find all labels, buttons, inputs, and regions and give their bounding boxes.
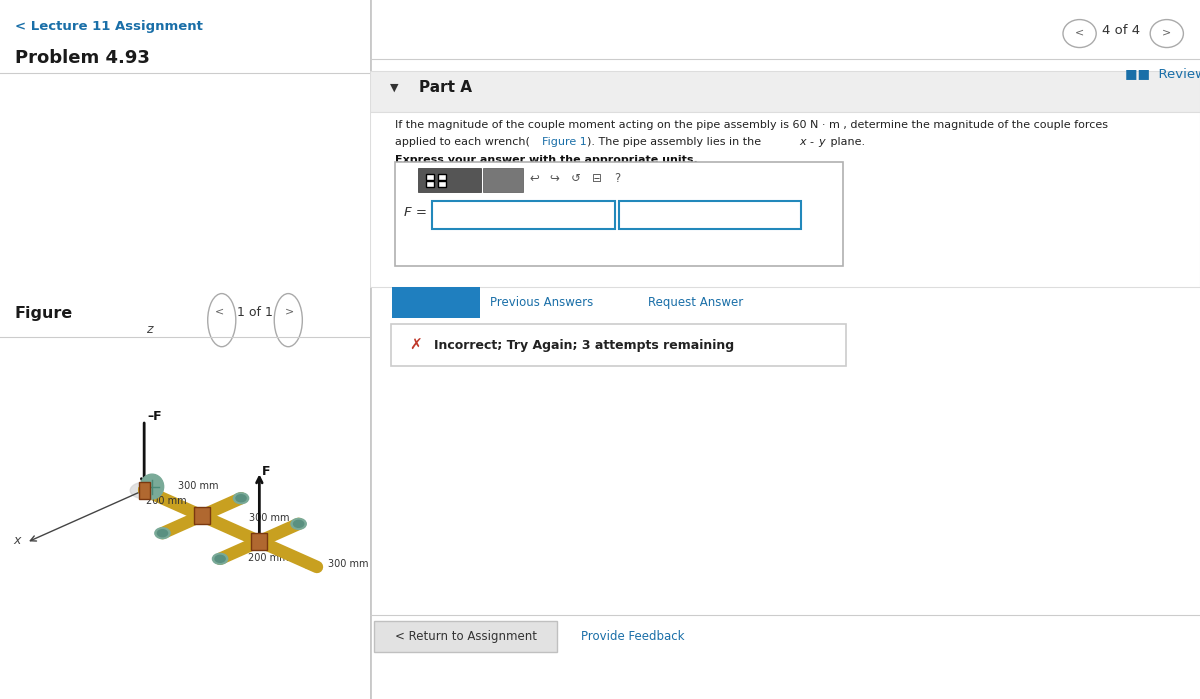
FancyBboxPatch shape bbox=[391, 324, 846, 366]
Text: Previous Answers: Previous Answers bbox=[490, 296, 593, 309]
Text: x: x bbox=[799, 137, 806, 147]
Text: y: y bbox=[818, 137, 824, 147]
Ellipse shape bbox=[233, 493, 248, 504]
Ellipse shape bbox=[131, 482, 163, 499]
Ellipse shape bbox=[157, 530, 168, 537]
Ellipse shape bbox=[212, 554, 228, 564]
FancyBboxPatch shape bbox=[193, 507, 210, 524]
Ellipse shape bbox=[155, 528, 170, 539]
Text: <: < bbox=[1075, 28, 1085, 38]
FancyBboxPatch shape bbox=[438, 181, 446, 187]
Text: y: y bbox=[305, 556, 312, 569]
Text: Incorrect; Try Again; 3 attempts remaining: Incorrect; Try Again; 3 attempts remaini… bbox=[434, 339, 734, 352]
Text: ). The pipe assembly lies in the: ). The pipe assembly lies in the bbox=[587, 137, 764, 147]
Text: x: x bbox=[13, 535, 22, 547]
Text: -: - bbox=[810, 137, 814, 147]
Text: ↩: ↩ bbox=[529, 173, 539, 185]
Ellipse shape bbox=[236, 495, 246, 502]
Text: N: N bbox=[629, 207, 640, 222]
Text: 300 mm: 300 mm bbox=[179, 482, 218, 491]
Text: ↺: ↺ bbox=[571, 173, 581, 185]
Text: μÅ: μÅ bbox=[497, 173, 510, 185]
Text: Figure: Figure bbox=[14, 306, 73, 321]
Text: z: z bbox=[146, 323, 152, 336]
Text: Request Answer: Request Answer bbox=[648, 296, 743, 309]
FancyBboxPatch shape bbox=[418, 168, 481, 192]
FancyBboxPatch shape bbox=[438, 174, 446, 180]
Text: –F: –F bbox=[148, 410, 162, 423]
Text: Problem 4.93: Problem 4.93 bbox=[14, 49, 150, 67]
FancyBboxPatch shape bbox=[619, 201, 802, 229]
Text: F: F bbox=[263, 466, 271, 478]
FancyBboxPatch shape bbox=[370, 112, 1200, 287]
Ellipse shape bbox=[215, 555, 226, 562]
Text: Part A: Part A bbox=[420, 80, 473, 95]
FancyBboxPatch shape bbox=[392, 287, 480, 318]
Text: Figure 1: Figure 1 bbox=[542, 137, 587, 147]
Text: ?: ? bbox=[614, 173, 620, 185]
Ellipse shape bbox=[290, 519, 306, 529]
Text: Express your answer with the appropriate units.: Express your answer with the appropriate… bbox=[395, 155, 697, 165]
Text: < Lecture 11 Assignment: < Lecture 11 Assignment bbox=[14, 20, 203, 33]
Text: >: > bbox=[1162, 28, 1171, 38]
FancyBboxPatch shape bbox=[426, 181, 434, 187]
Text: ⊟: ⊟ bbox=[592, 173, 602, 185]
Text: < Return to Assignment: < Return to Assignment bbox=[395, 630, 536, 643]
Text: ✗: ✗ bbox=[409, 338, 422, 353]
Text: <: < bbox=[215, 306, 223, 316]
Text: If the magnitude of the couple moment acting on the pipe assembly is 60 N · m , : If the magnitude of the couple moment ac… bbox=[395, 120, 1108, 130]
Text: ■■  Review: ■■ Review bbox=[1126, 67, 1200, 80]
Text: 200 mm: 200 mm bbox=[146, 496, 187, 505]
Text: Provide Feedback: Provide Feedback bbox=[581, 630, 685, 643]
FancyBboxPatch shape bbox=[482, 168, 523, 192]
FancyBboxPatch shape bbox=[370, 71, 1200, 112]
Circle shape bbox=[140, 474, 163, 499]
Text: 30.6: 30.6 bbox=[440, 207, 474, 222]
Text: 300 mm: 300 mm bbox=[248, 513, 289, 523]
Text: 200 mm: 200 mm bbox=[248, 553, 289, 563]
FancyBboxPatch shape bbox=[432, 201, 614, 229]
Text: plane.: plane. bbox=[827, 137, 865, 147]
Text: F =: F = bbox=[404, 206, 427, 219]
Text: >: > bbox=[284, 306, 294, 316]
FancyBboxPatch shape bbox=[139, 482, 150, 498]
FancyBboxPatch shape bbox=[395, 162, 842, 266]
FancyBboxPatch shape bbox=[373, 621, 557, 652]
Text: 4 of 4: 4 of 4 bbox=[1102, 24, 1140, 37]
FancyBboxPatch shape bbox=[251, 533, 268, 550]
Text: 300 mm: 300 mm bbox=[328, 559, 368, 569]
FancyBboxPatch shape bbox=[426, 174, 434, 180]
Text: applied to each wrench(: applied to each wrench( bbox=[395, 137, 529, 147]
Text: Submit: Submit bbox=[412, 296, 461, 309]
Ellipse shape bbox=[294, 520, 304, 527]
Text: 1 of 1: 1 of 1 bbox=[238, 306, 272, 319]
Text: ▼: ▼ bbox=[390, 82, 398, 92]
Text: ↪: ↪ bbox=[550, 173, 559, 185]
